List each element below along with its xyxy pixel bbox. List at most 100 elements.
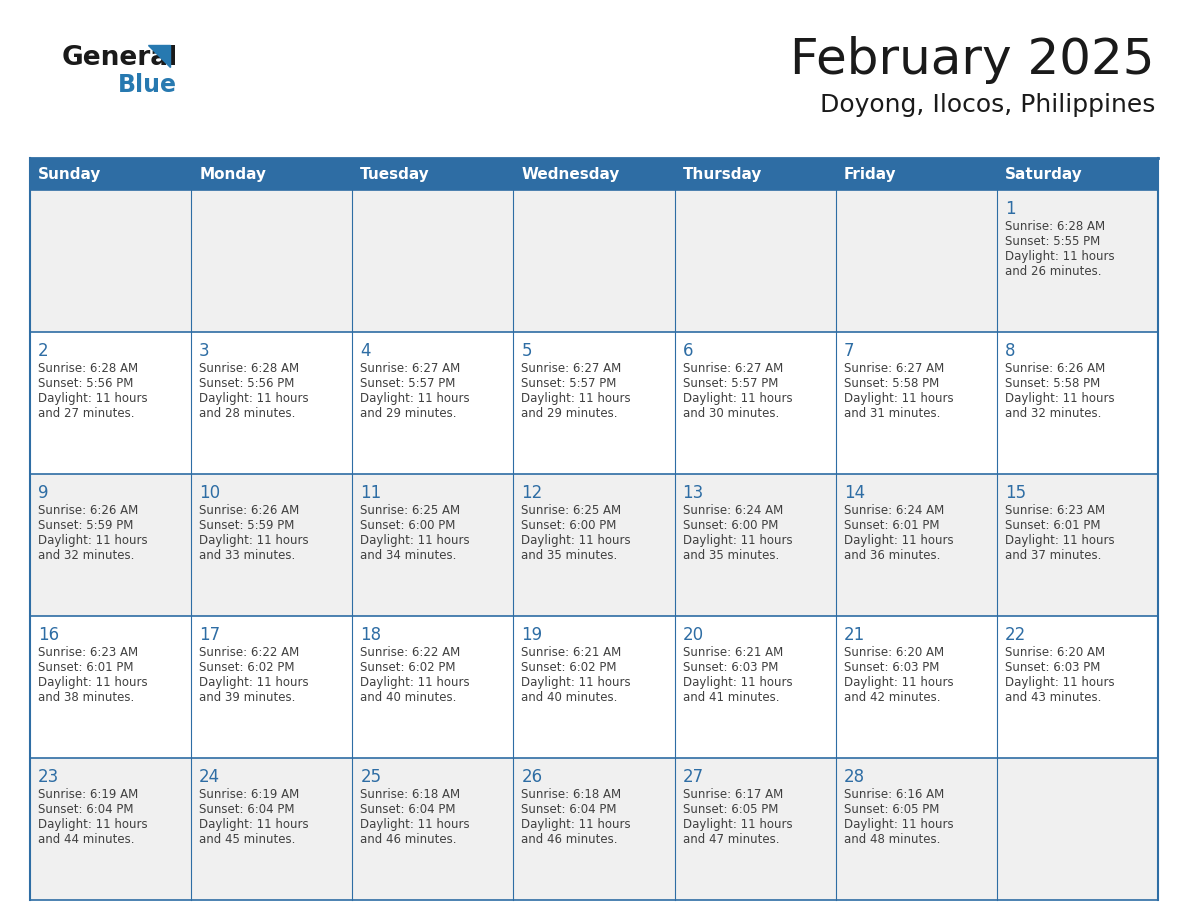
Text: Sunset: 6:02 PM: Sunset: 6:02 PM [200,661,295,674]
Text: and 36 minutes.: and 36 minutes. [843,549,940,562]
Text: Sunset: 5:57 PM: Sunset: 5:57 PM [360,377,456,390]
Text: Sunrise: 6:28 AM: Sunrise: 6:28 AM [38,362,138,375]
Text: Sunset: 6:05 PM: Sunset: 6:05 PM [843,803,939,816]
Text: Sunrise: 6:24 AM: Sunrise: 6:24 AM [683,504,783,517]
Text: and 30 minutes.: and 30 minutes. [683,407,779,420]
Text: Friday: Friday [843,166,896,182]
Text: Sunset: 6:01 PM: Sunset: 6:01 PM [38,661,133,674]
Text: Sunrise: 6:25 AM: Sunrise: 6:25 AM [522,504,621,517]
Text: and 29 minutes.: and 29 minutes. [360,407,456,420]
Text: Sunset: 5:59 PM: Sunset: 5:59 PM [200,519,295,532]
Text: Sunset: 5:58 PM: Sunset: 5:58 PM [843,377,939,390]
Text: Sunrise: 6:26 AM: Sunrise: 6:26 AM [38,504,138,517]
Text: Sunset: 6:03 PM: Sunset: 6:03 PM [843,661,939,674]
Text: 15: 15 [1005,484,1026,502]
Text: Sunrise: 6:28 AM: Sunrise: 6:28 AM [1005,220,1105,233]
Text: Daylight: 11 hours: Daylight: 11 hours [522,818,631,831]
Text: Sunrise: 6:21 AM: Sunrise: 6:21 AM [683,646,783,659]
Text: Daylight: 11 hours: Daylight: 11 hours [360,534,470,547]
Text: Daylight: 11 hours: Daylight: 11 hours [522,392,631,405]
Text: 1: 1 [1005,200,1016,218]
Text: 21: 21 [843,626,865,644]
Text: and 48 minutes.: and 48 minutes. [843,833,940,846]
Text: Sunrise: 6:27 AM: Sunrise: 6:27 AM [522,362,621,375]
Text: Daylight: 11 hours: Daylight: 11 hours [1005,676,1114,689]
Text: Sunset: 6:01 PM: Sunset: 6:01 PM [843,519,940,532]
Text: 7: 7 [843,342,854,360]
Text: and 35 minutes.: and 35 minutes. [522,549,618,562]
Text: Sunrise: 6:25 AM: Sunrise: 6:25 AM [360,504,461,517]
Text: 13: 13 [683,484,703,502]
Text: and 42 minutes.: and 42 minutes. [843,691,940,704]
Text: Sunset: 6:03 PM: Sunset: 6:03 PM [1005,661,1100,674]
Text: Daylight: 11 hours: Daylight: 11 hours [843,392,953,405]
Text: and 26 minutes.: and 26 minutes. [1005,265,1101,278]
Text: 25: 25 [360,768,381,786]
Text: Sunrise: 6:19 AM: Sunrise: 6:19 AM [200,788,299,801]
Text: 10: 10 [200,484,220,502]
Text: Sunset: 6:02 PM: Sunset: 6:02 PM [522,661,617,674]
Text: Sunrise: 6:19 AM: Sunrise: 6:19 AM [38,788,138,801]
Text: 8: 8 [1005,342,1016,360]
Bar [30,332,1158,474]
Text: Sunset: 5:58 PM: Sunset: 5:58 PM [1005,377,1100,390]
Text: Daylight: 11 hours: Daylight: 11 hours [1005,250,1114,263]
Text: Daylight: 11 hours: Daylight: 11 hours [360,392,470,405]
Text: Sunrise: 6:18 AM: Sunrise: 6:18 AM [360,788,461,801]
Text: 11: 11 [360,484,381,502]
Text: Daylight: 11 hours: Daylight: 11 hours [683,676,792,689]
Text: and 27 minutes.: and 27 minutes. [38,407,134,420]
Bar [30,190,1158,332]
Text: Sunrise: 6:27 AM: Sunrise: 6:27 AM [683,362,783,375]
Bar [30,758,1158,900]
Text: 12: 12 [522,484,543,502]
Text: Daylight: 11 hours: Daylight: 11 hours [200,676,309,689]
Text: Sunrise: 6:26 AM: Sunrise: 6:26 AM [200,504,299,517]
Text: and 38 minutes.: and 38 minutes. [38,691,134,704]
Text: and 32 minutes.: and 32 minutes. [1005,407,1101,420]
Text: Wednesday: Wednesday [522,166,620,182]
Text: Sunset: 5:55 PM: Sunset: 5:55 PM [1005,235,1100,248]
Text: 20: 20 [683,626,703,644]
Text: Sunrise: 6:26 AM: Sunrise: 6:26 AM [1005,362,1105,375]
Text: and 37 minutes.: and 37 minutes. [1005,549,1101,562]
Text: Sunset: 6:00 PM: Sunset: 6:00 PM [683,519,778,532]
Text: Daylight: 11 hours: Daylight: 11 hours [683,818,792,831]
Text: and 28 minutes.: and 28 minutes. [200,407,296,420]
Text: 28: 28 [843,768,865,786]
Text: and 39 minutes.: and 39 minutes. [200,691,296,704]
Text: Sunrise: 6:22 AM: Sunrise: 6:22 AM [200,646,299,659]
Text: Daylight: 11 hours: Daylight: 11 hours [38,534,147,547]
Text: and 41 minutes.: and 41 minutes. [683,691,779,704]
Text: and 31 minutes.: and 31 minutes. [843,407,940,420]
Text: and 35 minutes.: and 35 minutes. [683,549,779,562]
Text: Sunset: 5:56 PM: Sunset: 5:56 PM [200,377,295,390]
Text: Sunset: 6:00 PM: Sunset: 6:00 PM [522,519,617,532]
Polygon shape [148,45,170,67]
Text: Daylight: 11 hours: Daylight: 11 hours [522,534,631,547]
Text: 16: 16 [38,626,59,644]
Text: 24: 24 [200,768,220,786]
Text: Thursday: Thursday [683,166,762,182]
Text: Daylight: 11 hours: Daylight: 11 hours [38,392,147,405]
Text: and 46 minutes.: and 46 minutes. [360,833,456,846]
Text: Sunset: 6:04 PM: Sunset: 6:04 PM [200,803,295,816]
Text: and 34 minutes.: and 34 minutes. [360,549,456,562]
Text: Daylight: 11 hours: Daylight: 11 hours [38,676,147,689]
Text: Sunset: 6:04 PM: Sunset: 6:04 PM [38,803,133,816]
Text: Sunset: 6:03 PM: Sunset: 6:03 PM [683,661,778,674]
Text: 17: 17 [200,626,220,644]
Text: Sunrise: 6:24 AM: Sunrise: 6:24 AM [843,504,944,517]
Text: Sunset: 5:57 PM: Sunset: 5:57 PM [683,377,778,390]
Text: 18: 18 [360,626,381,644]
Text: 27: 27 [683,768,703,786]
Text: Daylight: 11 hours: Daylight: 11 hours [200,392,309,405]
Text: and 29 minutes.: and 29 minutes. [522,407,618,420]
Text: Daylight: 11 hours: Daylight: 11 hours [843,676,953,689]
Text: Sunrise: 6:27 AM: Sunrise: 6:27 AM [360,362,461,375]
Text: Daylight: 11 hours: Daylight: 11 hours [1005,534,1114,547]
Text: Sunrise: 6:27 AM: Sunrise: 6:27 AM [843,362,944,375]
Text: Daylight: 11 hours: Daylight: 11 hours [200,818,309,831]
Text: Sunset: 6:00 PM: Sunset: 6:00 PM [360,519,456,532]
Text: Sunrise: 6:22 AM: Sunrise: 6:22 AM [360,646,461,659]
